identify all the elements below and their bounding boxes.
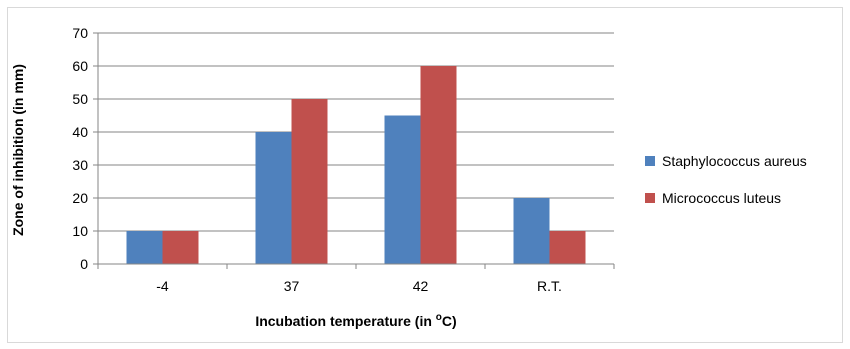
x-tick-label: 42 [413,278,429,294]
y-tick-label: 70 [72,25,88,41]
bar-staphylococcus-aureus [384,115,421,264]
x-tick-labels: -4 37 42 R.T. [156,278,562,294]
y-tick-label: 40 [72,124,88,140]
y-tick-label: 20 [72,190,88,206]
legend-swatch [645,193,655,203]
x-axis-title-sup: o [436,312,442,323]
legend: Staphylococcus aureus Micrococcus luteus [645,153,807,206]
y-tick-label: 60 [72,58,88,74]
x-axis-title-main: Incubation temperature (in [255,313,435,329]
legend-label: Micrococcus luteus [662,190,781,206]
bars [126,66,586,264]
bar-micrococcus-luteus [162,231,199,264]
legend-label: Staphylococcus aureus [662,153,807,169]
y-tick-label: 30 [72,157,88,173]
bar-staphylococcus-aureus [255,132,292,264]
axes [93,32,615,269]
x-axis-title: Incubation temperature (in oC) [255,312,456,329]
legend-swatch [645,156,655,166]
bar-micrococcus-luteus [420,66,457,264]
y-tick-label: 0 [80,256,88,272]
bar-micrococcus-luteus [549,231,586,264]
bar-staphylococcus-aureus [513,198,550,264]
x-axis-title-suffix: C) [442,313,457,329]
x-tick-label: 37 [284,278,300,294]
bar-micrococcus-luteus [291,99,328,264]
y-tick-label: 10 [72,223,88,239]
x-tick-label: -4 [156,278,169,294]
y-axis-title: Zone of inhibition (in mm) [10,64,26,236]
x-tick-label: R.T. [537,278,562,294]
y-tick-labels: 0 10 20 30 40 50 60 70 [72,25,88,272]
y-tick-label: 50 [72,91,88,107]
bar-staphylococcus-aureus [126,231,163,264]
